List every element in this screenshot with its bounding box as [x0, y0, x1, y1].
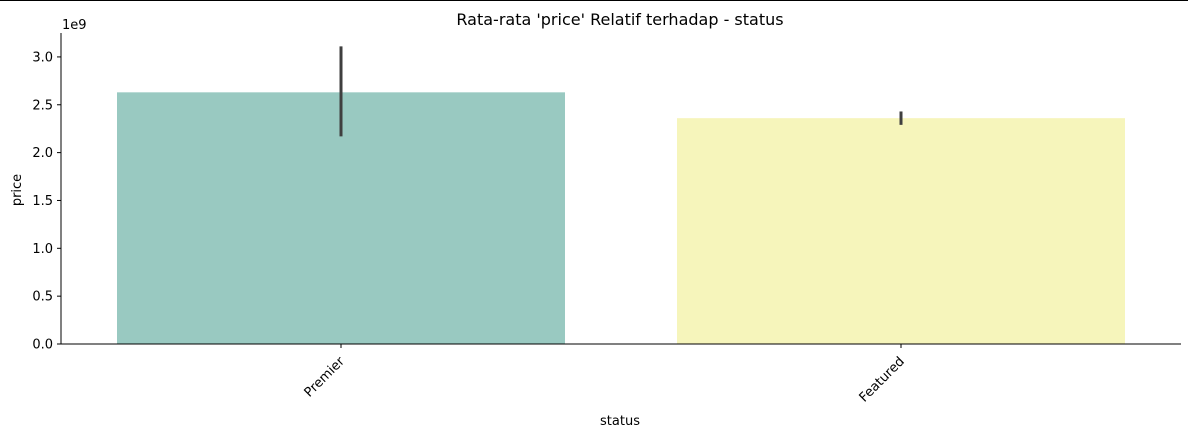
y-tick-label: 1.5: [32, 194, 53, 209]
y-tick-label: 2.5: [32, 98, 53, 113]
figure-top-border: [0, 0, 1188, 1]
y-tick-label: 1.0: [32, 242, 53, 257]
chart-title: Rata-rata 'price' Relatif terhadap - sta…: [456, 10, 783, 29]
y-axis-label: price: [10, 174, 25, 206]
bar-featured: [677, 118, 1125, 344]
y-tick-label: 0.0: [32, 338, 53, 353]
y-tick-label: 3.0: [32, 50, 53, 65]
x-tick-label: Featured: [857, 354, 908, 405]
x-tick-label: Premier: [302, 354, 349, 401]
y-tick-label: 2.0: [32, 146, 53, 161]
x-axis-label: status: [600, 414, 640, 429]
y-tick-label: 0.5: [32, 290, 53, 305]
y-axis-scale-label: 1e9: [62, 18, 87, 33]
